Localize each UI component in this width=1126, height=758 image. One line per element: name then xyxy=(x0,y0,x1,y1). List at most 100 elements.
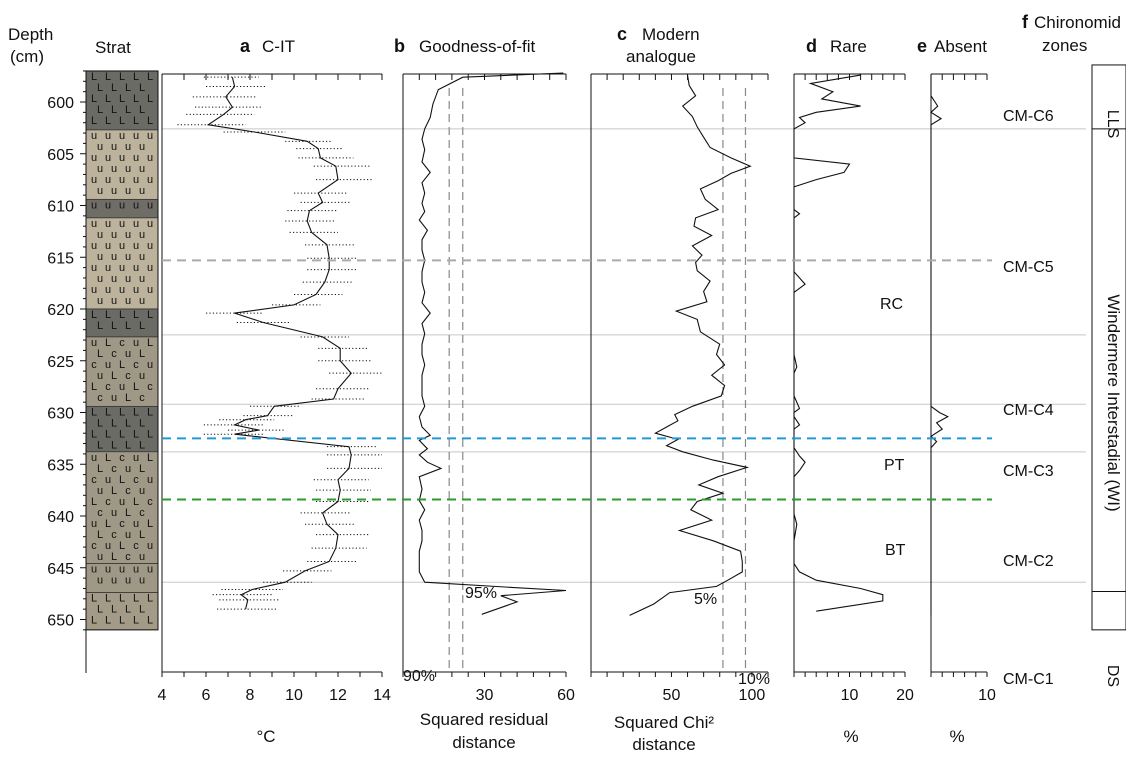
lithology-symbol: u xyxy=(91,452,97,464)
lithology-symbol: u xyxy=(119,174,125,186)
panel-f-title-line2: zones xyxy=(1042,36,1087,55)
lithology-symbol: c xyxy=(119,518,125,530)
panel-f-letter: f xyxy=(1022,12,1029,32)
panel-tick-label: 50 xyxy=(663,687,681,704)
lithology-symbol: c xyxy=(147,496,153,508)
lithology-symbol: L xyxy=(119,71,125,83)
lithology-symbol: c xyxy=(125,485,131,497)
panel-c-title-line2: analogue xyxy=(626,47,696,66)
depth-tick-label: 615 xyxy=(47,250,74,267)
lithology-symbol: L xyxy=(97,417,103,429)
lithology-symbol: u xyxy=(139,273,145,285)
lithology-symbol: L xyxy=(147,615,153,627)
lithology-symbol: L xyxy=(139,348,145,360)
lithology-symbol: L xyxy=(125,104,131,116)
lithology-symbol: u xyxy=(125,348,131,360)
panel-a-unit: °C xyxy=(256,727,275,746)
lithology-symbol: u xyxy=(91,564,97,576)
zone-label-cm-c1: CM-C1 xyxy=(1003,671,1054,688)
lithology-column: L L L L LL L L LL L L L LL L L LL L L L Lu u u u uu u u uu u u u uu u u… xyxy=(85,70,159,631)
lithology-symbol: u xyxy=(97,163,103,175)
panel-tick-label: 8 xyxy=(246,687,255,704)
lithology-symbol: L xyxy=(105,593,111,605)
zone-label-cm-c5: CM-C5 xyxy=(1003,259,1054,276)
lithology-symbol: u xyxy=(97,485,103,497)
lithology-symbol: L xyxy=(97,604,103,616)
lithology-symbol: u xyxy=(105,284,111,296)
lithology-symbol: u xyxy=(147,199,153,211)
lithology-symbol: L xyxy=(133,381,139,393)
series-line-c-it xyxy=(206,77,352,610)
lithology-symbol: u xyxy=(97,229,103,241)
lithology-symbol: L xyxy=(147,518,153,530)
lithology-symbol: u xyxy=(105,474,111,486)
lithology-symbol: u xyxy=(139,251,145,263)
lithology-symbol: L xyxy=(91,496,97,508)
depth-tick-label: 645 xyxy=(47,561,74,578)
unit-label-ds: DS xyxy=(1104,665,1121,687)
lithology-symbol: u xyxy=(111,295,117,307)
lithology-symbol: L xyxy=(133,93,139,105)
series-line-goodness-of-fit xyxy=(418,72,567,615)
lithology-symbol: L xyxy=(139,604,145,616)
lithology-symbol: L xyxy=(119,359,125,371)
lithology-symbol: u xyxy=(105,240,111,252)
lithology-symbol: c xyxy=(105,381,111,393)
lithology-symbol: u xyxy=(147,130,153,142)
lithology-symbol: u xyxy=(97,141,103,153)
lithology-symbol: u xyxy=(91,337,97,349)
lithology-symbol: c xyxy=(133,359,139,371)
lithology-symbol: c xyxy=(139,507,145,519)
lithology-symbol: L xyxy=(119,309,125,321)
lithology-symbol: u xyxy=(105,262,111,274)
lithology-symbol: L xyxy=(147,71,153,83)
lithology-symbol: L xyxy=(147,593,153,605)
lithology-symbol: L xyxy=(133,428,139,440)
lithology-symbol: L xyxy=(133,115,139,127)
panel-a-title: C-IT xyxy=(262,37,295,56)
lithology-symbol: u xyxy=(125,185,131,197)
lithology-symbol: L xyxy=(105,428,111,440)
lithology-symbol: u xyxy=(125,463,131,475)
lithology-symbol: L xyxy=(125,320,131,332)
depth-tick-label: 625 xyxy=(47,354,74,371)
lithology-symbol: u xyxy=(91,518,97,530)
lithology-symbol: u xyxy=(139,575,145,587)
lithology-symbol: L xyxy=(97,463,103,475)
panel-c-unit-line2: distance xyxy=(632,735,695,754)
lithology-symbol: L xyxy=(125,392,131,404)
lithology-symbol: L xyxy=(111,604,117,616)
unit-label-wi: Windermere Interstadial (WI) xyxy=(1104,294,1123,511)
lithology-symbol: u xyxy=(119,240,125,252)
lithology-symbol: u xyxy=(91,199,97,211)
lithology-symbol: u xyxy=(105,564,111,576)
lithology-symbol: L xyxy=(133,593,139,605)
lithology-symbol: u xyxy=(133,564,139,576)
lithology-symbol: u xyxy=(139,295,145,307)
lithology-symbol: L xyxy=(97,82,103,94)
threshold-label-95: 95% xyxy=(465,585,497,602)
lithology-symbol: L xyxy=(119,474,125,486)
lithology-symbol: u xyxy=(147,262,153,274)
lithology-symbol: u xyxy=(119,284,125,296)
lithology-symbol: u xyxy=(147,284,153,296)
lithology-symbol: u xyxy=(119,381,125,393)
lithology-symbol: L xyxy=(125,604,131,616)
lithology-symbol: u xyxy=(119,262,125,274)
lithology-symbol: L xyxy=(91,71,97,83)
lithology-symbol: L xyxy=(119,540,125,552)
lithology-symbol: u xyxy=(125,575,131,587)
panel-tick-label: 6 xyxy=(202,687,211,704)
lithology-symbol: L xyxy=(111,104,117,116)
depth-tick-label: 630 xyxy=(47,406,74,423)
lithology-symbol: L xyxy=(111,439,117,451)
lithology-symbol: L xyxy=(97,348,103,360)
lithology-symbol: u xyxy=(125,141,131,153)
lithology-symbol: L xyxy=(91,406,97,418)
lithology-symbol: L xyxy=(133,615,139,627)
lithology-symbol: c xyxy=(91,474,97,486)
lithology-symbol: L xyxy=(105,452,111,464)
lithology-symbol: L xyxy=(147,309,153,321)
zone-boundary-lines xyxy=(162,128,1086,583)
threshold-label-5: 5% xyxy=(694,591,717,608)
